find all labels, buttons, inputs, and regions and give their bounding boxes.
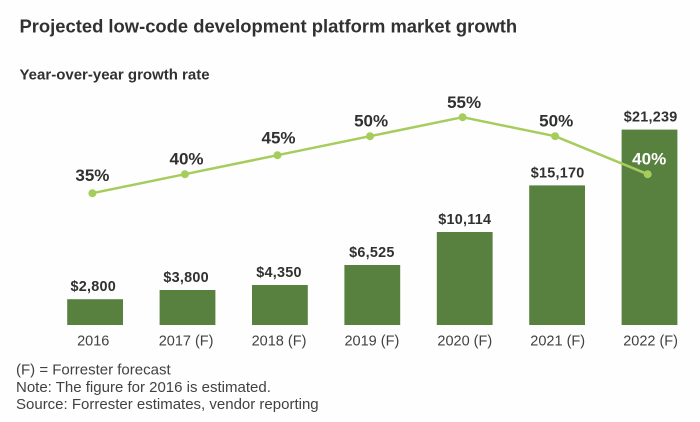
- svg-text:$3,800: $3,800: [163, 270, 209, 286]
- svg-text:$21,239: $21,239: [624, 110, 678, 126]
- svg-text:2018 (F): 2018 (F): [252, 334, 307, 350]
- svg-text:$10,114: $10,114: [438, 212, 491, 228]
- svg-text:2016: 2016: [77, 334, 109, 350]
- svg-text:45%: 45%: [261, 129, 295, 148]
- svg-text:$6,525: $6,525: [349, 245, 395, 261]
- svg-text:50%: 50%: [539, 112, 573, 131]
- svg-text:40%: 40%: [169, 149, 203, 168]
- svg-text:$2,800: $2,800: [70, 279, 116, 295]
- svg-text:Source: Forrester estimates, v: Source: Forrester estimates, vendor repo…: [16, 396, 319, 413]
- svg-text:Year-over-year growth rate: Year-over-year growth rate: [20, 67, 210, 84]
- svg-text:2022 (F): 2022 (F): [623, 334, 678, 350]
- svg-text:$15,170: $15,170: [531, 165, 585, 181]
- svg-text:2020 (F): 2020 (F): [437, 334, 492, 350]
- svg-text:50%: 50%: [354, 111, 388, 130]
- svg-text:$4,350: $4,350: [256, 265, 302, 281]
- svg-text:Note: The figure for 2016 is e: Note: The figure for 2016 is estimated.: [16, 379, 271, 396]
- svg-text:(F) = Forrester forecast: (F) = Forrester forecast: [16, 361, 171, 378]
- svg-text:Projected low-code development: Projected low-code development platform …: [20, 15, 518, 36]
- svg-text:2017 (F): 2017 (F): [159, 334, 214, 350]
- svg-text:2019 (F): 2019 (F): [344, 334, 399, 350]
- svg-text:35%: 35%: [75, 166, 109, 185]
- svg-text:55%: 55%: [447, 93, 481, 112]
- svg-text:40%: 40%: [632, 149, 666, 168]
- svg-text:2021 (F): 2021 (F): [530, 334, 585, 350]
